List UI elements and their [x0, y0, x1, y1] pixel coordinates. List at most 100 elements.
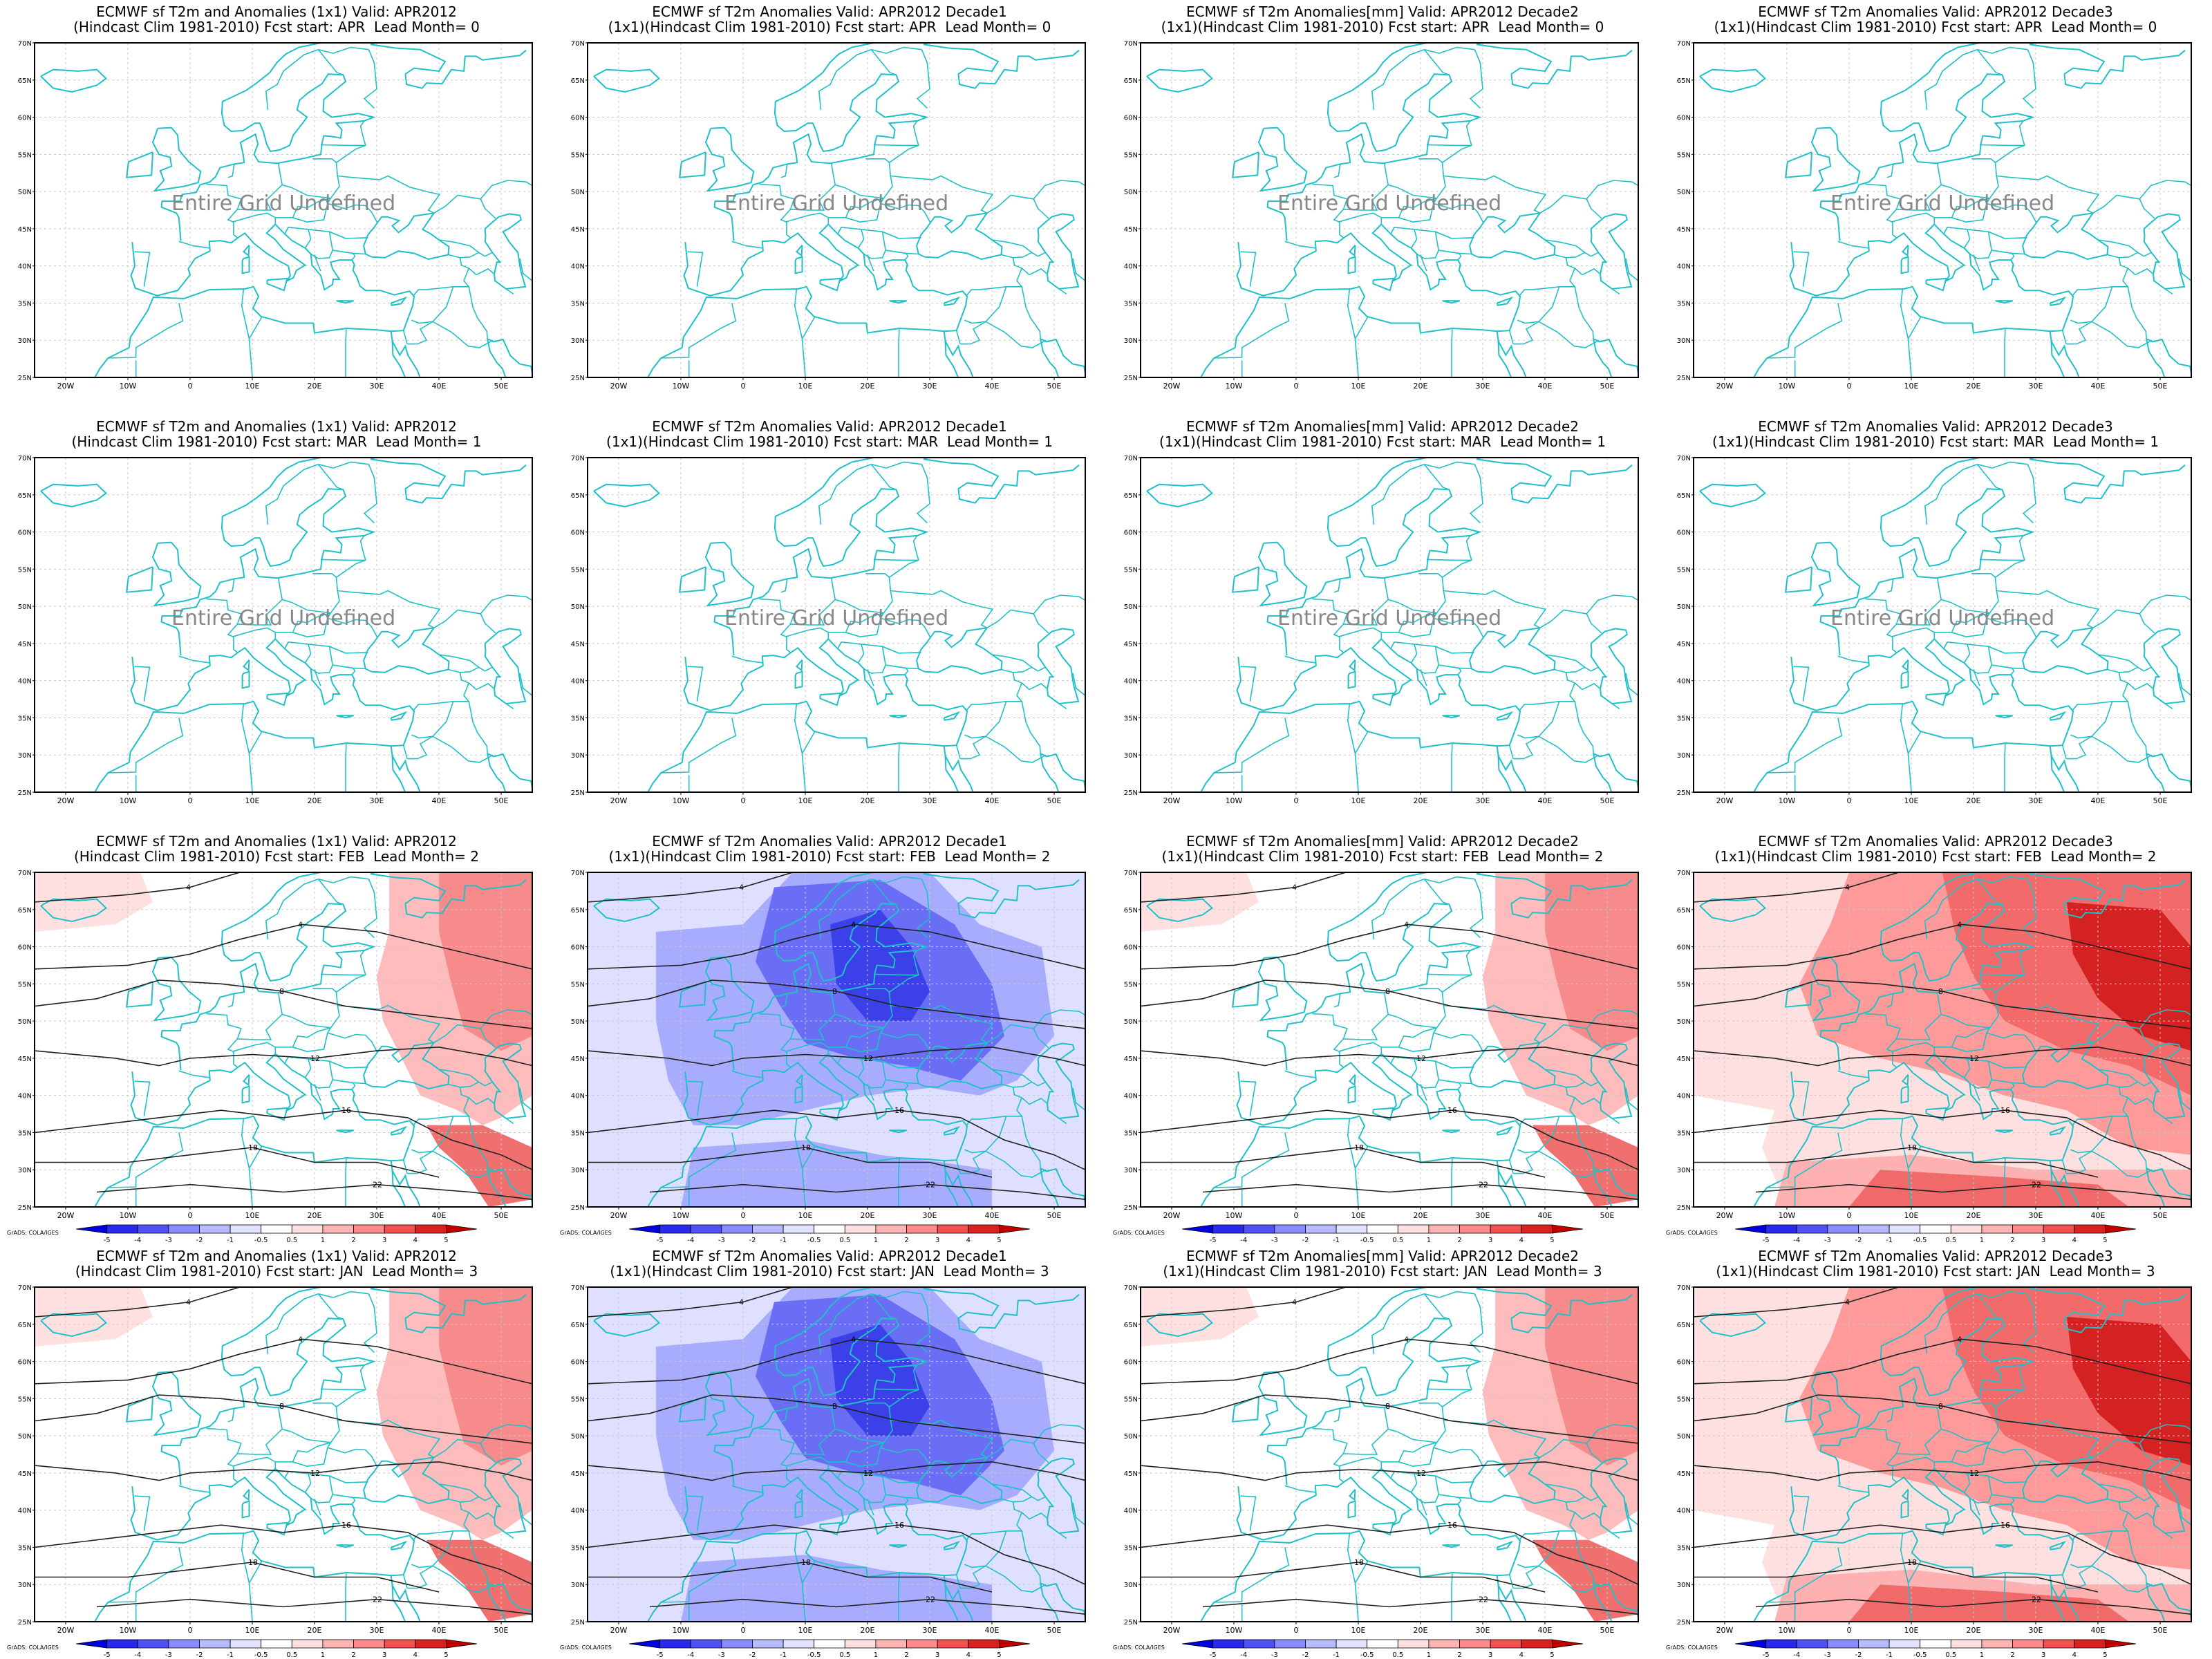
lon-tick-label: 20E [1967, 796, 1981, 805]
isotherm-line [1755, 1598, 2191, 1615]
country-border [1033, 180, 1085, 200]
country-border [1420, 254, 1427, 272]
colorbar-tick-label: 0.5 [1945, 1651, 1956, 1659]
lon-tick-label: 0 [1847, 796, 1852, 805]
country-border [1347, 288, 1356, 339]
colorbar-tick-label: 5 [2103, 1237, 2107, 1244]
lon-tick-label: 10E [798, 382, 813, 391]
colorbar-tick-label: 3 [1488, 1651, 1492, 1659]
country-border [785, 1042, 830, 1054]
lat-tick-label: 35N [1124, 300, 1138, 308]
coastline [2050, 1170, 2065, 1207]
coastline [647, 223, 968, 377]
country-border [407, 1150, 433, 1174]
country-border [2010, 252, 2015, 261]
coastline [1699, 68, 1767, 93]
lon-tick-label: 40E [432, 1626, 447, 1635]
country-border [1420, 669, 1427, 686]
country-border [2061, 330, 2067, 344]
country-border [1837, 1485, 1869, 1493]
country-border [468, 1512, 495, 1520]
lat-tick-label: 35N [18, 715, 32, 722]
country-border [1934, 1033, 1987, 1053]
panel-title: ECMWF sf T2m Anomalies Valid: APR2012 De… [553, 4, 1106, 35]
country-border [2071, 257, 2129, 297]
lat-tick-label: 50N [571, 1433, 585, 1441]
coastline [1040, 1582, 1085, 1622]
country-border [955, 1159, 961, 1174]
lat-tick-label: 65N [1124, 492, 1138, 500]
lat-tick-label: 45N [1677, 1470, 1691, 1478]
lon-tick-label: 50E [1600, 1211, 1615, 1220]
isotherm-line [35, 1562, 440, 1593]
lat-tick-label: 45N [18, 641, 32, 648]
lat-tick-label: 40N [18, 678, 32, 686]
coastline [242, 659, 250, 672]
lat-tick-label: 35N [1677, 300, 1691, 308]
lon-tick-label: 30E [370, 382, 384, 391]
coastline [1925, 277, 1947, 292]
country-border [351, 1082, 356, 1090]
isotherm-line [35, 1287, 241, 1318]
country-border [955, 744, 961, 759]
country-border [480, 180, 532, 200]
lon-tick-label: 20W [1163, 1211, 1181, 1220]
country-border [2139, 180, 2191, 200]
lon-tick-label: 20E [1967, 382, 1981, 391]
coastline [487, 753, 532, 789]
colorbar: -5 -4 -3 -2 -1 -0.5 0.5 1 2 3 4 5 [628, 1224, 1031, 1244]
undefined-grid-message: Entire Grid Undefined [1277, 191, 1501, 216]
country-border [1886, 993, 1894, 1008]
country-border [402, 1159, 408, 1174]
country-border [1424, 1291, 1475, 1298]
country-border [794, 1533, 803, 1584]
lon-tick-label: 0 [1294, 382, 1299, 391]
coastline [1257, 1371, 1308, 1436]
country-border [2107, 252, 2138, 259]
lon-tick-label: 20E [861, 796, 875, 805]
isotherm-label: 16 [894, 1521, 904, 1530]
lon-tick-label: 20E [308, 1626, 322, 1635]
coastline [1257, 126, 1308, 192]
isotherm-label: 4 [298, 1335, 303, 1344]
coastline [1037, 213, 1080, 290]
country-border [1991, 1494, 2025, 1499]
colorbar-tick-label: -4 [1240, 1651, 1247, 1659]
lat-tick-label: 25N [18, 789, 32, 797]
lon-tick-label: 30E [1476, 382, 1490, 391]
colorbar-tick-label: -0.5 [1913, 1651, 1927, 1659]
isotherm-line [35, 1524, 532, 1585]
country-border [916, 464, 930, 524]
isotherm-label: 22 [1479, 1181, 1488, 1190]
lat-tick-label: 70N [1677, 870, 1691, 877]
isotherm-label: 16 [894, 1106, 904, 1115]
coastline [593, 68, 661, 93]
isotherm-line [35, 1109, 532, 1170]
colorbar-tick-label: -0.5 [807, 1237, 821, 1244]
lat-tick-label: 65N [1124, 907, 1138, 915]
country-border [1574, 268, 1601, 276]
lon-tick-label: 50E [2153, 382, 2168, 391]
coastline [1925, 692, 1947, 706]
country-border [1544, 1483, 1599, 1501]
colorbar-tick-label: -0.5 [254, 1237, 268, 1244]
panel-title-line2: (Hindcast Clim 1981-2010) Fcst start: MA… [71, 433, 482, 450]
isotherm-line [588, 872, 794, 903]
lat-tick-label: 30N [18, 337, 32, 345]
coastline [1347, 256, 1356, 274]
lon-tick-label: 20E [308, 382, 322, 391]
panel-title-line2: (1x1)(Hindcast Clim 1981-2010) Fcst star… [608, 19, 1051, 35]
lon-tick-label: 40E [432, 796, 447, 805]
panel-title-line1: ECMWF sf T2m Anomalies Valid: APR2012 De… [652, 418, 1007, 435]
country-border [1284, 655, 1316, 664]
isotherm-label: 18 [1907, 1143, 1917, 1152]
lon-tick-label: 10E [798, 796, 813, 805]
coastline [1266, 872, 1633, 1071]
coastline [679, 1396, 706, 1423]
colorbar-tick-label: 1 [874, 1651, 878, 1659]
coastline [126, 566, 153, 593]
lat-tick-label: 40N [1677, 263, 1691, 271]
lon-tick-label: 50E [1047, 1626, 1062, 1635]
lon-tick-label: 10E [1904, 1626, 1919, 1635]
colorbar-tick-label: -3 [1271, 1237, 1278, 1244]
